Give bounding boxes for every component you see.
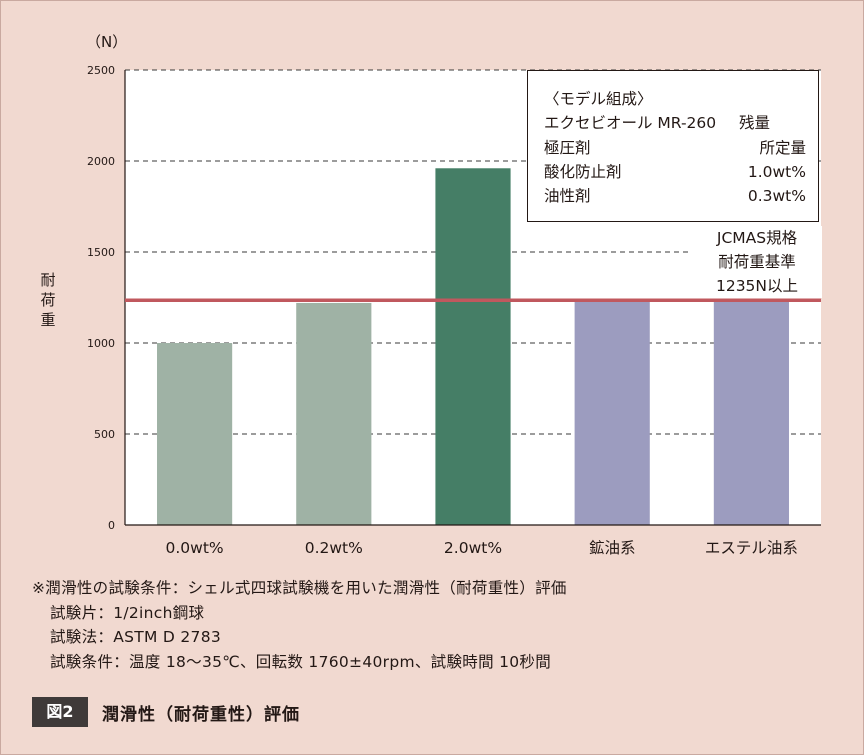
note-line: 試験片：1/2inch鋼球 — [50, 603, 205, 622]
legend-row-value: 所定量 — [759, 138, 806, 157]
test-conditions-notes: ※潤滑性の試験条件：シェル式四球試験機を用いた潤滑性（耐荷重性）評価 試験片：1… — [32, 576, 567, 674]
y-axis-label-char: 荷 — [40, 291, 56, 309]
y-axis-label: 耐荷重 — [38, 270, 58, 330]
legend-row-value: 残量 — [738, 114, 770, 133]
reference-label-line: JCMAS規格 — [716, 229, 798, 247]
figure-number-badge: 図2 — [32, 697, 88, 727]
y-axis-label-char: 耐 — [40, 271, 56, 289]
x-tick-label: 0.0wt% — [166, 539, 224, 557]
legend-row-name: エクセビオール MR-260 — [544, 114, 717, 133]
note-line: ※潤滑性の試験条件：シェル式四球試験機を用いた潤滑性（耐荷重性）評価 — [32, 579, 567, 597]
y-tick-label: 2000 — [87, 155, 115, 168]
legend-row-name: 極圧剤 — [544, 138, 591, 157]
legend-row: 油性剤 0.3wt% — [544, 184, 806, 208]
reference-label-line: 耐荷重基準 — [718, 253, 796, 271]
reference-line-label: JCMAS規格 耐荷重基準 1235N以上 — [692, 226, 822, 298]
y-tick-label: 2500 — [87, 64, 115, 77]
x-tick-label: 2.0wt% — [444, 539, 502, 557]
x-tick-label: 0.2wt% — [305, 539, 363, 557]
legend-row-name: 油性剤 — [544, 187, 591, 206]
note-line: 試験法：ASTM D 2783 — [50, 628, 222, 646]
x-tick-label: エステル油系 — [705, 539, 798, 557]
bar — [713, 301, 789, 525]
legend-row: 極圧剤 所定量 — [544, 136, 806, 160]
bar — [296, 302, 372, 525]
y-tick-label: 0 — [108, 519, 115, 532]
legend-row-value: 0.3wt% — [747, 187, 806, 206]
bar — [435, 168, 511, 525]
x-tick-label: 鉱油系 — [589, 539, 636, 557]
legend-row: エクセビオール MR-260 残量 — [544, 111, 806, 135]
bar — [157, 343, 233, 525]
reference-label-line: 1235N以上 — [715, 277, 799, 295]
y-axis-label-char: 重 — [40, 311, 56, 329]
figure-caption: 図2 潤滑性（耐荷重性）評価 — [32, 697, 300, 727]
y-tick-label: 500 — [94, 428, 115, 441]
y-tick-label: 1000 — [87, 337, 115, 350]
bar — [574, 301, 650, 525]
figure-title: 潤滑性（耐荷重性）評価 — [102, 704, 300, 725]
y-tick-label: 1500 — [87, 246, 115, 259]
legend-row: 酸化防止剤 1.0wt% — [544, 160, 806, 184]
legend-row-value: 1.0wt% — [747, 162, 806, 181]
legend-row-name: 酸化防止剤 — [544, 162, 622, 181]
model-composition-box: 〈モデル組成〉 エクセビオール MR-260 残量 極圧剤 所定量 酸化防止剤 … — [527, 70, 819, 222]
legend-title: 〈モデル組成〉 — [544, 90, 653, 108]
note-line: 試験条件：温度 18～35℃、回転数 1760±40rpm、試験時間 10秒間 — [50, 652, 552, 671]
y-unit-label: （N） — [86, 33, 127, 51]
